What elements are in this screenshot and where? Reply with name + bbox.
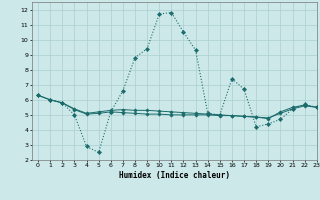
X-axis label: Humidex (Indice chaleur): Humidex (Indice chaleur) [119,171,230,180]
